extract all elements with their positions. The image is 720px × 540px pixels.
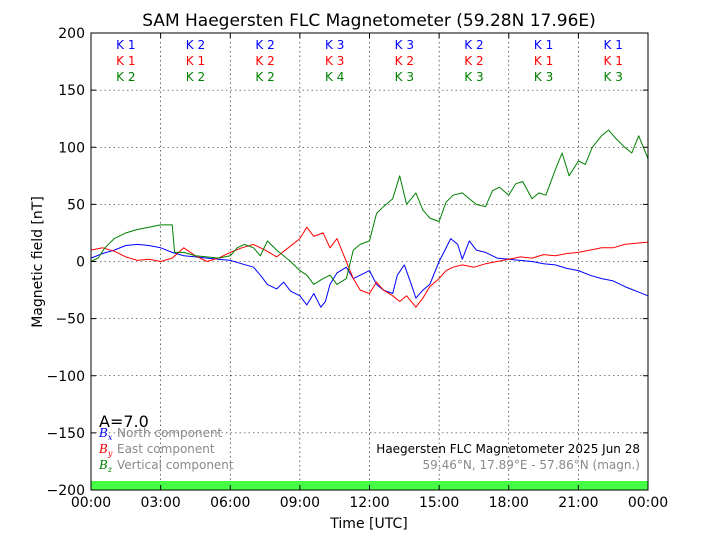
y-tick-label: 100	[58, 140, 85, 156]
y-axis: −200 −150 −100 −50 0 50 100 150 200	[47, 26, 648, 499]
legend-label: Vertical component	[117, 458, 234, 472]
k-index-vertical: K 4	[325, 70, 344, 84]
y-tick-label: 50	[67, 197, 85, 213]
k-index-east: K 1	[534, 54, 553, 68]
legend: Bx North component By East component Bz Verti…	[98, 426, 234, 474]
series-line-vertical	[90, 129, 649, 285]
k-index-east: K 3	[325, 54, 344, 68]
chart-title: SAM Haegersten FLC Magnetometer (59.28N …	[142, 11, 596, 31]
y-tick-label: −100	[47, 369, 85, 385]
info-station-date: Haegersten FLC Magnetometer 2025 Jun 28	[376, 442, 640, 456]
k-index-east: K 2	[464, 54, 483, 68]
info-coordinates: 59.46°N, 17.89°E - 57.86°N (magn.)	[423, 458, 640, 472]
grid	[91, 33, 648, 490]
legend-symbol: By	[98, 442, 113, 458]
k-index-north: K 2	[464, 38, 483, 52]
k-index-north: K 1	[116, 38, 135, 52]
k-index-north: K 2	[255, 38, 274, 52]
activity-index: A=7.0	[99, 412, 149, 431]
series-line-north	[90, 238, 649, 308]
x-tick-label: 00:00	[71, 495, 111, 511]
k-index-vertical: K 3	[534, 70, 553, 84]
k-index-east: K 2	[395, 54, 414, 68]
y-tick-label: −50	[55, 312, 85, 328]
k-index-east: K 1	[116, 54, 135, 68]
k-index-vertical: K 3	[395, 70, 414, 84]
k-index-vertical: K 2	[186, 70, 205, 84]
y-axis-title: Magnetic field [nT]	[30, 196, 46, 328]
k-index-east: K 1	[604, 54, 623, 68]
series-line-east	[90, 226, 649, 308]
k-index-vertical: K 2	[255, 70, 274, 84]
k-index-north: K 2	[186, 38, 205, 52]
series-group	[90, 129, 649, 308]
y-tick-label: 150	[58, 83, 85, 99]
x-tick-label: 09:00	[280, 495, 320, 511]
x-tick-label: 03:00	[140, 495, 180, 511]
k-index-north: K 1	[604, 38, 623, 52]
k-index-vertical: K 3	[604, 70, 623, 84]
k-index-vertical: K 2	[116, 70, 135, 84]
legend-symbol: Bx	[98, 426, 113, 442]
k-index-vertical: K 3	[464, 70, 483, 84]
k-index-north: K 1	[534, 38, 553, 52]
k-index-east: K 2	[255, 54, 274, 68]
x-tick-label: 12:00	[349, 495, 389, 511]
k-index-north: K 3	[325, 38, 344, 52]
x-tick-label: 06:00	[210, 495, 250, 511]
k-index-east: K 1	[186, 54, 205, 68]
y-tick-label: 200	[58, 26, 85, 42]
y-tick-label: −150	[47, 426, 85, 442]
x-tick-label: 21:00	[558, 495, 598, 511]
legend-label: North component	[117, 426, 223, 440]
x-axis-title: Time [UTC]	[329, 516, 407, 532]
legend-symbol: Bz	[98, 458, 113, 474]
y-tick-label: −200	[47, 483, 85, 499]
y-tick-label: 0	[76, 255, 85, 271]
x-tick-label: 00:00	[628, 495, 668, 511]
x-axis: 00:00 03:00 06:00 09:00 12:00 15:00 18:00 21:00…	[71, 33, 668, 511]
x-tick-label: 18:00	[489, 495, 529, 511]
k-index-rows: K 1 K 2 K 2 K 3 K 3 K 2 K 1 K 1 K 1 K 1 K 2 K 3 K 2 K…	[116, 38, 623, 84]
x-tick-label: 15:00	[419, 495, 459, 511]
k-index-north: K 3	[395, 38, 414, 52]
legend-label: East component	[117, 442, 215, 456]
